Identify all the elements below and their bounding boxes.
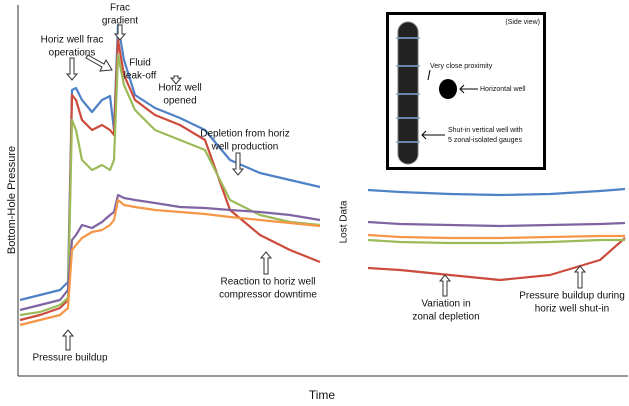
annotation-arrow [85,54,113,72]
inset-vertical: Shut-in vertical well with [448,127,523,134]
annotation: Horiz well [158,83,201,94]
annotation: operations [49,48,96,59]
horizontal-pointer [459,84,478,94]
inset-view: (Side view) [505,19,540,26]
annotation: gradient [102,16,138,27]
annotation-arrow [573,265,587,289]
proximity-pointer [427,69,431,81]
gap-label: Lost Data [339,200,350,243]
annotation: compressor downtime [219,290,317,301]
annotation-arrow [61,329,75,351]
annotation: Reaction to horiz well [220,277,315,288]
gauge-seals [396,37,420,143]
annotation: Horiz well frac [41,35,104,46]
annotation: Depletion from horiz [200,129,289,140]
inset-horizontal: Horizontal well [480,86,526,93]
annotation: Fluid [129,58,151,69]
inset-vertical: 5 zonal-isolated gauges [448,137,522,144]
annotation-arrow [65,57,79,81]
series-line [19,198,625,327]
vertical-pointer [421,130,445,140]
annotation-arrow [169,75,183,85]
inset-proximity: Very close proximity [430,63,493,70]
y-axis-label: Bottom-Hole Pressure [6,146,18,254]
annotation: zonal depletion [412,312,479,323]
annotation: Frac [110,3,130,14]
annotation-arrow [438,274,452,297]
annotation: Pressure buildup [32,353,107,364]
annotation: well production [211,142,279,153]
inset: (Side view) Very close proximity Horizon… [386,12,546,170]
annotation-arrow [259,251,273,275]
x-axis-label: Time [309,388,336,402]
annotation: horiz well shut-in [535,304,609,315]
horizontal-well [439,79,457,99]
annotation: leak-off [124,71,157,82]
annotation-arrow [113,24,127,41]
series-line [19,53,625,317]
annotation: opened [163,96,196,107]
vertical-well [397,21,419,165]
annotation: Pressure buildup during [519,291,625,302]
annotation: Variation in [421,299,470,310]
annotation-arrow [231,152,245,176]
